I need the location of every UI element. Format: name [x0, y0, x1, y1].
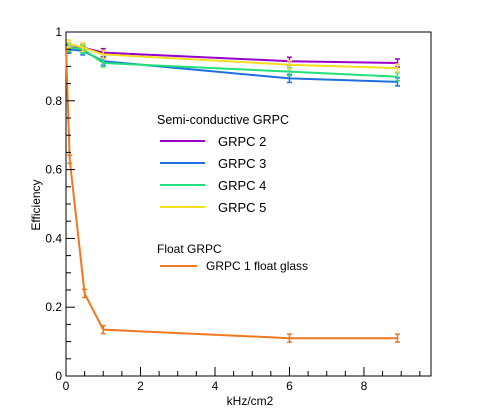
- legend-label: GRPC 5: [218, 200, 266, 215]
- x-tick-label: 4: [212, 379, 219, 393]
- y-axis-label: Efficiency: [29, 179, 43, 230]
- y-tick-label: 1: [55, 25, 62, 39]
- data-point: [394, 333, 400, 343]
- series-line: [65, 47, 398, 340]
- axis-ticks: 0 0.2 0.4 0.6 0.8 1 0 2 4 6 8: [45, 25, 421, 393]
- x-axis-label: kHz/cm2: [227, 394, 274, 408]
- y-tick-label: 0.4: [45, 231, 62, 245]
- y-tick-label: 0.8: [45, 94, 62, 108]
- data-point: [286, 333, 292, 343]
- legend-group-2-title: Float GRPC: [157, 242, 222, 256]
- legend-label: GRPC 1 float glass: [206, 259, 308, 273]
- legend-label: GRPC 3: [218, 156, 266, 171]
- data-point: [80, 42, 86, 53]
- x-tick-label: 2: [137, 379, 144, 393]
- data-point: [394, 63, 400, 73]
- y-tick-label: 0: [55, 369, 62, 383]
- data-point: [100, 49, 106, 60]
- legend-group-1-entries: GRPC 2 GRPC 3 GRPC 4 GRPC 5: [160, 134, 266, 215]
- legend-label: GRPC 4: [218, 178, 266, 193]
- data-point: [67, 154, 73, 165]
- legend-group-2-entries: GRPC 1 float glass: [160, 259, 308, 273]
- data-point: [286, 59, 292, 70]
- x-tick-label: 6: [286, 379, 293, 393]
- x-tick-label: 0: [63, 379, 70, 393]
- data-point: [100, 324, 106, 335]
- legend-label: GRPC 2: [218, 134, 266, 149]
- legend-group-1-title: Semi-conductive GRPC: [157, 113, 289, 127]
- data-point: [66, 39, 72, 49]
- x-tick-label: 8: [361, 379, 368, 393]
- data-point: [82, 288, 88, 299]
- y-tick-label: 0.6: [45, 163, 62, 177]
- series-lines: [65, 39, 400, 343]
- y-tick-label: 0.2: [45, 300, 62, 314]
